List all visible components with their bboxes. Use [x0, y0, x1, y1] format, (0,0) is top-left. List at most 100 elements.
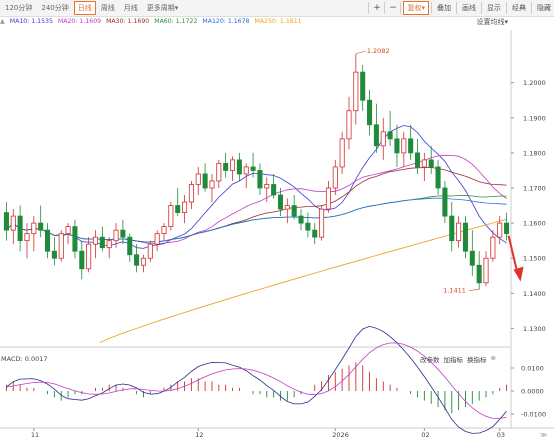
divider: [431, 2, 432, 14]
time-tick-label: 11: [31, 431, 39, 439]
divider: [481, 2, 482, 14]
candle-body: [168, 205, 174, 228]
macd-tick-label: 0.0100: [521, 365, 544, 373]
time-tick-label: 03: [497, 431, 505, 439]
candle-body: [339, 138, 345, 168]
fuquan-button[interactable]: 复权▾: [403, 1, 429, 15]
candle-body: [428, 159, 434, 168]
time-tick-label: 2026: [332, 431, 349, 439]
ma-settings-button[interactable]: 设置均线▾: [476, 17, 508, 27]
candle-body: [257, 170, 263, 189]
chevron-down-icon: ▾: [421, 4, 425, 12]
macd-tick-label: -0.0100: [521, 411, 546, 419]
zoom-out-button[interactable]: −: [389, 3, 397, 13]
divider: [506, 2, 507, 14]
tab-120min[interactable]: 120分钟: [5, 4, 33, 12]
candle-body: [79, 250, 85, 270]
candle-body: [277, 194, 284, 210]
tab-monthly[interactable]: 月线: [123, 4, 138, 12]
ma120-label: MA120: 1.1678: [202, 18, 250, 25]
tab-weekly[interactable]: 周线: [100, 4, 115, 12]
candle-body: [312, 229, 318, 238]
draw-line-button[interactable]: 画线: [462, 4, 476, 12]
price-tick-label: 1.1500: [523, 255, 546, 263]
macd-dea-line: [6, 342, 507, 420]
divider: [456, 2, 457, 14]
hide-button[interactable]: 隐藏: [537, 4, 551, 12]
candle-body: [421, 159, 427, 168]
divider: [531, 2, 532, 14]
candle-body: [161, 226, 167, 235]
ma10-label: MA10: 1.1535: [9, 18, 53, 25]
tab-more-periods[interactable]: 更多周期▾: [143, 1, 183, 15]
close-icon[interactable]: ⊗: [490, 354, 496, 362]
candle-body: [188, 184, 194, 203]
candle-body: [10, 215, 16, 231]
candle-body: [92, 236, 99, 245]
high-price-label: 1.2082: [367, 47, 390, 55]
candle-body: [401, 138, 407, 154]
candle-body: [449, 215, 455, 242]
high-pointer: [355, 50, 366, 55]
candle-body: [462, 222, 468, 252]
tab-240min[interactable]: 240分钟: [41, 4, 69, 12]
divider: [384, 2, 386, 14]
ma10-line: [6, 125, 507, 249]
candle-body: [353, 71, 359, 112]
candle-body: [17, 215, 23, 242]
divider: [368, 2, 370, 14]
candle-body: [360, 71, 366, 101]
ma-toggle-icon[interactable]: ▲: [0, 18, 5, 25]
candle-body: [182, 201, 188, 213]
classic-button[interactable]: 经典: [512, 4, 526, 12]
price-tick-label: 1.1400: [523, 290, 546, 298]
more-periods-label: 更多周期: [146, 4, 175, 12]
display-button[interactable]: 显示: [487, 4, 501, 12]
candle-body: [38, 222, 44, 231]
divider: [400, 2, 402, 14]
chevron-down-icon: ▾: [174, 4, 179, 12]
candle-body: [86, 243, 92, 270]
candle-body: [497, 222, 503, 238]
macd-params-button[interactable]: 改参数: [420, 356, 440, 364]
candle-body: [120, 229, 126, 238]
candle-body: [202, 173, 208, 189]
trend-arrow-icon: [507, 235, 519, 274]
chevron-down-icon: ▾: [504, 18, 508, 26]
ma30-label: MA30: 1.1690: [106, 18, 150, 25]
ma-settings-label: 设置均线: [476, 18, 505, 26]
switch-indicator-button[interactable]: 换指标: [467, 356, 487, 364]
candle-body: [490, 236, 496, 259]
candle-body: [394, 138, 400, 154]
candle-body: [113, 229, 119, 242]
candle-body: [332, 166, 338, 189]
ma-legend: ▲ MA10: 1.1535 MA20: 1.1609 MA30: 1.1690…: [0, 17, 307, 27]
candle-body: [216, 163, 222, 182]
tab-daily[interactable]: 日线: [73, 1, 96, 15]
candle-body: [243, 166, 249, 175]
overlay-button[interactable]: 叠加: [437, 4, 451, 12]
candle-body: [408, 138, 414, 154]
candle-body: [45, 229, 51, 252]
candle-body: [223, 163, 229, 171]
candle-body: [483, 257, 489, 284]
price-tick-label: 1.2000: [523, 79, 546, 87]
add-indicator-button[interactable]: 加指标: [443, 356, 464, 364]
zoom-in-button[interactable]: +: [373, 3, 381, 13]
macd-value: MACD: 0.0017: [1, 355, 48, 363]
candle-body: [147, 243, 153, 259]
price-tick-label: 1.1900: [523, 114, 546, 122]
ma120-line: [6, 197, 507, 243]
candle-body: [291, 205, 297, 217]
candle-body: [31, 222, 37, 235]
low-pointer: [469, 289, 480, 291]
candle-body: [504, 222, 510, 235]
price-tick-label: 1.1700: [523, 185, 546, 193]
macd-toolbar: 改参数 加指标 换指标 ⊗: [420, 354, 496, 364]
candle-body: [284, 205, 290, 210]
candle-body: [127, 236, 133, 256]
price-tick-label: 1.1300: [523, 325, 546, 333]
candle-body: [319, 208, 325, 238]
candle-body: [414, 152, 421, 168]
